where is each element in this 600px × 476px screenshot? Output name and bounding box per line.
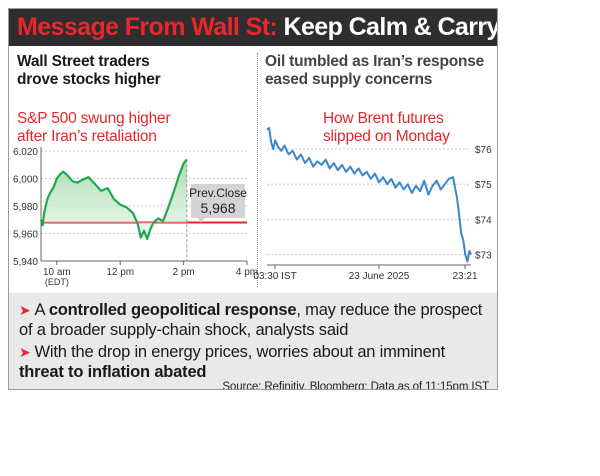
sp500-chart-title: S&P 500 swung higher after Iran’s retali… — [17, 110, 171, 146]
right-title-line-1: Oil tumbled as Iran’s response — [265, 53, 485, 70]
sp500-chart-title-line-1: S&P 500 swung higher — [17, 110, 171, 127]
right-panel-title: Oil tumbled as Iran’s response eased sup… — [265, 53, 484, 89]
sp500-xtick-label: 10 am — [43, 267, 71, 278]
left-title-line-2: drove stocks higher — [17, 71, 161, 88]
panel-divider — [257, 53, 258, 287]
bullet-2-bold: threat to inflation abated — [19, 363, 207, 381]
sp500-chart: 5,940 5,960 5,980 6,000 6,020 10 am 12 pm 2 pm 4… — [13, 147, 258, 287]
bullet-1-bold: controlled geopolitical response — [48, 301, 297, 319]
sp500-xtick-label: 12 pm — [106, 267, 134, 278]
sp500-chart-title-line-2: after Iran’s retaliation — [17, 128, 157, 145]
headline-bar: Message From Wall St: Keep Calm & Carry … — [9, 9, 497, 46]
bullet-2: ➤ With the drop in energy prices, worries… — [19, 343, 445, 362]
headline-part-2: Keep Calm & Carry On — [283, 13, 498, 41]
bullet-2-line-2: threat to inflation abated — [19, 363, 207, 382]
sp500-prev-close-callout — [191, 184, 245, 223]
brent-xtick-label: 23:21 — [452, 271, 477, 282]
bullet-1: ➤ A controlled geopolitical response, may… — [19, 301, 482, 320]
brent-ytick-label: $73 — [475, 250, 492, 261]
sp500-ytick-label: 6,000 — [13, 175, 38, 186]
sp500-ytick-label: 6,020 — [13, 147, 38, 158]
brent-xtick-label: 03:30 IST — [253, 271, 296, 282]
bullet-arrow-icon: ➤ — [19, 302, 31, 318]
bullet-1-pre: A — [34, 301, 49, 319]
right-title-line-2: eased supply concerns — [265, 71, 433, 88]
sp500-series-line — [39, 158, 188, 241]
brent-series-line — [266, 127, 472, 263]
brent-chart-title-line-2: slipped on Monday — [323, 128, 450, 145]
source-note: Source: Refinitiv, Bloomberg; Data as of… — [222, 381, 489, 390]
brent-chart: $73 $74 $75 $76 03:30 IST 23 June 2025 23:21 — [253, 127, 492, 282]
bullet-1-line-2: of a broader supply-chain shock, analyst… — [19, 321, 349, 339]
left-panel-title: Wall Street traders drove stocks higher — [17, 53, 161, 89]
brent-ytick-label: $76 — [475, 145, 492, 156]
left-title-line-1: Wall Street traders — [17, 53, 150, 70]
headline: Message From Wall St: Keep Calm & Carry … — [17, 13, 498, 41]
brent-chart-title: How Brent futures slipped on Monday — [323, 110, 450, 146]
brent-xtick-label: 23 June 2025 — [349, 271, 410, 282]
sp500-xtick-label: 4 pm — [236, 267, 258, 278]
bullet-1-post: , may reduce the prospect — [296, 301, 483, 319]
sp500-prev-close-label: Prev.Close — [189, 186, 247, 200]
brent-ytick-label: $74 — [475, 215, 492, 226]
bullet-2-line-1: With the drop in energy prices, worries … — [34, 343, 446, 361]
sp500-ytick-label: 5,980 — [13, 202, 38, 213]
infographic-card: Message From Wall St: Keep Calm & Carry … — [8, 8, 498, 390]
brent-ytick-label: $75 — [475, 180, 492, 191]
sp500-xtick-sublabel: (EDT) — [45, 277, 69, 287]
sp500-prev-close-value: 5,968 — [200, 200, 235, 216]
brent-chart-title-line-1: How Brent futures — [323, 110, 444, 127]
charts-svg: 5,940 5,960 5,980 6,000 6,020 10 am 12 pm 2 pm 4… — [13, 127, 492, 287]
headline-part-1: Message From Wall St: — [17, 13, 278, 41]
bullet-arrow-icon: ➤ — [19, 344, 31, 360]
sp500-ytick-label: 5,960 — [13, 230, 38, 241]
sp500-ytick-label: 5,940 — [13, 257, 38, 268]
sp500-xtick-label: 2 pm — [172, 267, 194, 278]
summary-box: ➤ A controlled geopolitical response, may… — [9, 293, 497, 389]
